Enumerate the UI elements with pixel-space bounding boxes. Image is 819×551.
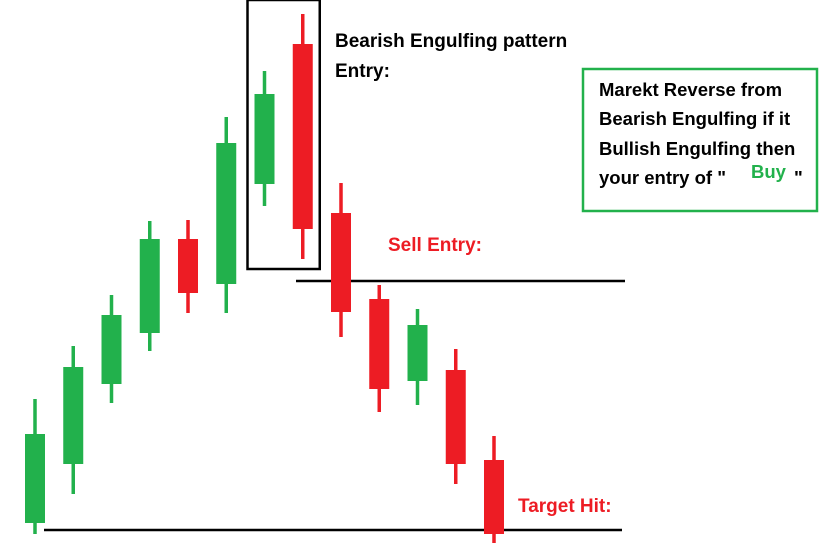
candle-bear: [178, 220, 198, 313]
candle-body: [178, 239, 198, 293]
candle-bull: [407, 309, 428, 405]
note-line-1: Marekt Reverse from: [599, 79, 782, 100]
candle-bear: [445, 349, 466, 484]
candle-body: [369, 299, 390, 389]
note-border: [581, 67, 819, 213]
levels-layer: [44, 279, 625, 532]
sell-entry-label: Sell Entry:: [388, 235, 482, 256]
candle-bull: [25, 399, 45, 534]
buy-highlight: Buy: [751, 161, 787, 182]
pattern-title: Bearish Engulfing pattern: [335, 31, 567, 52]
candle-bear: [292, 14, 313, 259]
candle-body: [25, 434, 45, 523]
pattern-subtitle: Entry:: [335, 61, 390, 82]
note-box: Marekt Reverse from Bearish Engulfing if…: [581, 67, 819, 213]
candle-bull: [101, 295, 122, 403]
note-line-4-prefix: your entry of ": [599, 167, 726, 188]
candle-body: [331, 213, 351, 312]
candle-body: [445, 370, 466, 464]
note-line-4-suffix: ": [794, 167, 803, 188]
candle-bull: [216, 117, 237, 313]
candle-body: [216, 143, 237, 284]
candle-body: [292, 44, 313, 229]
candle-body: [254, 94, 275, 184]
note-line-2: Bearish Engulfing if it: [599, 108, 790, 129]
candle-bear: [331, 183, 351, 337]
candle-body: [484, 460, 504, 534]
candle-bull: [139, 221, 160, 351]
candle-body: [407, 325, 428, 381]
candle-body: [101, 315, 122, 384]
target-hit-label: Target Hit:: [518, 496, 612, 517]
note-line-3: Bullish Engulfing then: [599, 138, 795, 159]
candle-bear: [369, 285, 390, 412]
note-line-4: your entry of " Buy ": [599, 161, 803, 188]
candles-layer: [25, 14, 504, 543]
candle-body: [63, 367, 84, 464]
candle-bull: [63, 346, 84, 494]
candle-body: [139, 239, 160, 333]
bearish-engulfing-highlight-box: [246, 0, 321, 271]
candle-bull: [254, 71, 275, 206]
candle-bear: [484, 436, 504, 543]
